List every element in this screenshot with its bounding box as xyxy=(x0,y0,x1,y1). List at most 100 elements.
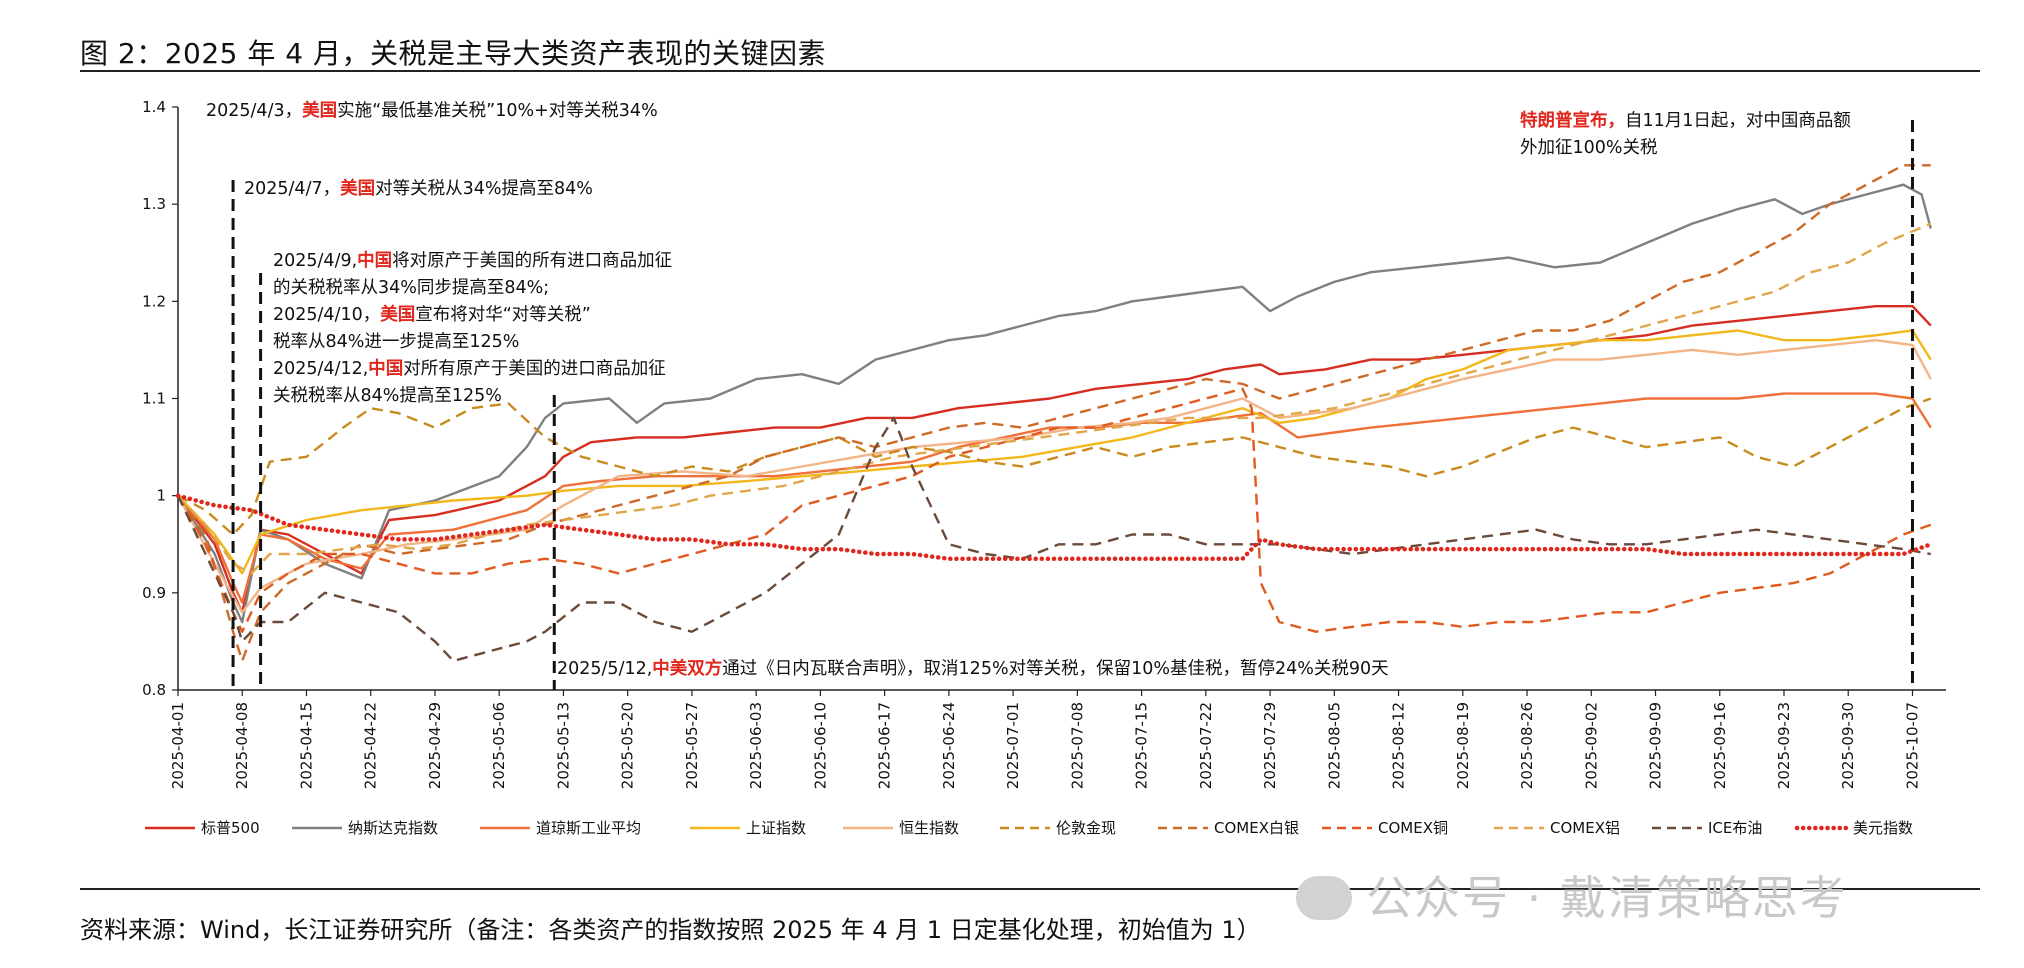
event-annotation: 关税税率从84%提高至125% xyxy=(273,386,502,406)
series-line-9 xyxy=(176,416,1932,663)
annotation-emphasis: 中美双方 xyxy=(652,658,722,679)
event-annotation: 税率从84%进一步提高至125% xyxy=(273,332,519,352)
series-line-1 xyxy=(176,183,1932,624)
annotation-emphasis: 美国 xyxy=(340,178,375,199)
x-tick-label: 2025-08-19 xyxy=(1454,702,1472,789)
annotation-text: 2025/4/12, xyxy=(273,359,368,379)
annotation-emphasis: 中国 xyxy=(357,250,392,271)
event-annotation: 外加征100%关税 xyxy=(1520,138,1658,158)
annotation-text: 通过《日内瓦联合声明》，取消125%对等关税，保留10%基佳税，暂停24%关税9… xyxy=(722,659,1388,679)
legend-label-6: COMEX白银 xyxy=(1214,819,1299,837)
annotation-text: 税率从84%进一步提高至125% xyxy=(273,332,519,352)
legend-label-10: 美元指数 xyxy=(1853,819,1913,837)
x-tick-label: 2025-09-30 xyxy=(1839,702,1857,789)
legend-label-7: COMEX铜 xyxy=(1378,819,1448,837)
y-tick-label: 1.2 xyxy=(142,292,166,310)
x-tick-label: 2025-09-02 xyxy=(1582,702,1600,789)
series-layer xyxy=(175,164,1934,663)
x-tick-label: 2025-05-27 xyxy=(683,702,701,789)
legend-label-8: COMEX铝 xyxy=(1550,819,1620,837)
annotation-text: 实施“最低基准关税”10%+对等关税34% xyxy=(337,101,658,121)
y-tick-label: 1.3 xyxy=(142,195,166,213)
annotation-text: 2025/4/9, xyxy=(273,251,357,271)
x-tick-label: 2025-08-12 xyxy=(1390,702,1408,789)
x-tick-label: 2025-05-06 xyxy=(490,702,508,789)
annotation-emphasis: 特朗普宣布， xyxy=(1520,110,1625,131)
x-tick-label: 2025-09-09 xyxy=(1647,702,1665,789)
series-line-5 xyxy=(177,397,1932,536)
series-line-10 xyxy=(175,493,1934,562)
annotation-emphasis: 美国 xyxy=(380,304,415,325)
x-tick-label: 2025-05-13 xyxy=(554,702,572,789)
annotation-text: 关税税率从84%提高至125% xyxy=(273,386,502,406)
chart-axes: 0.8 0.9 1 1.1 1.2 1.3 1.4 2025-04-01 2025-04-08 2… xyxy=(142,98,1946,789)
x-tick-label: 2025-07-29 xyxy=(1261,702,1279,789)
y-tick-label: 1.4 xyxy=(142,98,166,116)
event-annotation: 2025/4/7，美国对等关税从34%提高至84% xyxy=(244,178,593,199)
legend-label-2: 道琼斯工业平均 xyxy=(536,819,641,837)
watermark-text: 公众号 · 戴清策略思考 xyxy=(1366,871,1848,925)
event-annotation: 2025/4/12,中国对所有原产于美国的进口商品加征 xyxy=(273,358,666,379)
annotation-text: 将对原产于美国的所有进口商品加征 xyxy=(392,251,672,271)
annotation-text: 外加征100%关税 xyxy=(1520,138,1658,158)
legend-label-5: 伦敦金现 xyxy=(1056,819,1116,837)
x-tick-label: 2025-04-01 xyxy=(169,702,187,789)
watermark: 公众号 · 戴清策略思考 xyxy=(1296,862,1848,928)
y-tick-label: 1.1 xyxy=(142,390,166,408)
bottom-rule xyxy=(80,888,1980,890)
x-tick-label: 2025-05-20 xyxy=(619,702,637,789)
event-annotation: 2025/5/12,中美双方通过《日内瓦联合声明》，取消125%对等关税，保留1… xyxy=(557,658,1389,679)
annotation-text: 的关税税率从34%同步提高至84%; xyxy=(273,278,549,298)
event-annotations: 2025/4/3，美国实施“最低基准关税”10%+对等关税34%2025/4/7… xyxy=(206,100,1914,690)
x-tick-label: 2025-07-15 xyxy=(1133,702,1151,789)
series-line-6 xyxy=(177,164,1931,663)
x-tick-label: 2025-09-16 xyxy=(1711,702,1729,789)
y-tick-label: 1 xyxy=(156,487,166,505)
top-rule xyxy=(80,70,1980,72)
x-tick-label: 2025-04-22 xyxy=(362,702,380,789)
x-tick-label: 2025-04-15 xyxy=(297,702,315,789)
x-tick-label: 2025-06-24 xyxy=(940,702,958,789)
x-tick-label: 2025-06-10 xyxy=(811,702,829,789)
annotation-text: 2025/4/7， xyxy=(244,179,340,199)
annotation-text: 对等关税从34%提高至84% xyxy=(375,179,593,199)
event-annotation: 2025/4/9,中国将对原产于美国的所有进口商品加征 xyxy=(273,250,672,271)
source-note: 资料来源：Wind，长江证券研究所（备注：各类资产的指数按照 2025 年 4 … xyxy=(80,916,1261,944)
x-tick-label: 2025-06-03 xyxy=(747,702,765,789)
x-tick-label: 2025-06-17 xyxy=(876,702,894,789)
annotation-emphasis: 美国 xyxy=(302,100,337,121)
x-tick-label: 2025-07-08 xyxy=(1068,702,1086,789)
series-line-4 xyxy=(176,339,1932,614)
legend: 标普500 纳斯达克指数 道琼斯工业平均 上证指数 恒生指数 伦敦金现 COMEX白银 COM… xyxy=(145,819,1913,837)
annotation-text: 2025/4/10， xyxy=(273,305,380,325)
event-annotation: 2025/4/3，美国实施“最低基准关税”10%+对等关税34% xyxy=(206,100,658,121)
event-annotation: 2025/4/10，美国宣布将对华“对等关税” xyxy=(273,304,591,325)
annotation-emphasis: 中国 xyxy=(368,358,403,379)
event-annotation: 的关税税率从34%同步提高至84%; xyxy=(273,278,549,298)
legend-label-3: 上证指数 xyxy=(746,819,806,837)
series-line-3 xyxy=(177,329,1932,575)
legend-label-1: 纳斯达克指数 xyxy=(348,819,438,837)
x-tick-label: 2025-07-01 xyxy=(1004,702,1022,789)
x-tick-label: 2025-08-26 xyxy=(1518,702,1536,789)
annotation-text: 宣布将对华“对等关税” xyxy=(415,305,591,325)
event-annotation: 特朗普宣布，自11月1日起，对中国商品额 xyxy=(1520,110,1851,131)
figure-title: 图 2：2025 年 4 月，关税是主导大类资产表现的关键因素 xyxy=(80,37,826,70)
legend-label-4: 恒生指数 xyxy=(899,819,959,837)
legend-label-0: 标普500 xyxy=(201,819,260,837)
annotation-text: 对所有原产于美国的进口商品加征 xyxy=(403,359,666,379)
x-tick-label: 2025-04-29 xyxy=(426,702,444,789)
x-tick-label: 2025-08-05 xyxy=(1325,702,1343,789)
series-line-7 xyxy=(176,387,1932,633)
x-tick-label: 2025-07-22 xyxy=(1197,702,1215,789)
annotation-text: 自11月1日起，对中国商品额 xyxy=(1625,111,1851,131)
x-tick-label: 2025-09-23 xyxy=(1775,702,1793,789)
legend-label-9: ICE布油 xyxy=(1708,819,1762,837)
annotation-text: 2025/4/3， xyxy=(206,101,302,121)
y-tick-label: 0.9 xyxy=(142,584,166,602)
y-tick-label: 0.8 xyxy=(142,681,166,699)
x-tick-label: 2025-04-08 xyxy=(233,702,251,789)
series-line-8 xyxy=(177,222,1932,575)
annotation-text: 2025/5/12, xyxy=(557,659,652,679)
